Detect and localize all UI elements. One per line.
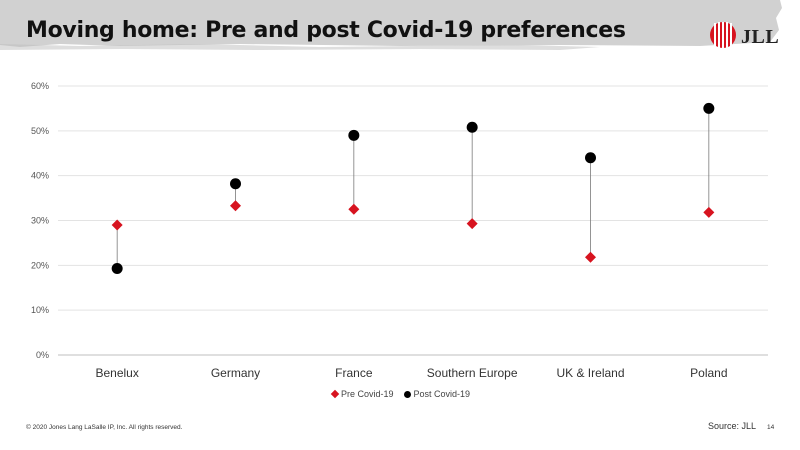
dumbbell-chart: 0% 10% 20% 30% 40% 50% 60% Benelux Germany France… [31, 81, 768, 380]
y-tick-label: 20% [31, 260, 49, 270]
x-tick-label: Germany [211, 366, 260, 380]
circle-marker-icon [403, 390, 411, 398]
y-tick-label: 60% [31, 81, 49, 91]
x-tick-label: Southern Europe [427, 366, 518, 380]
y-tick-label: 0% [36, 350, 49, 360]
chart-legend: Pre Covid-19 Post Covid-19 [330, 389, 471, 399]
pre-covid-marker [585, 251, 596, 263]
post-covid-marker [585, 152, 596, 164]
page-number: 14 [767, 424, 775, 431]
pre-covid-marker [466, 218, 478, 230]
x-tick-label: Benelux [95, 366, 138, 380]
post-covid-marker [703, 102, 715, 114]
legend-label-pre: Pre Covid-19 [341, 389, 394, 399]
x-tick-label: Poland [690, 366, 727, 380]
post-covid-marker [111, 262, 123, 274]
source-note: Source: JLL [708, 421, 757, 431]
post-covid-marker [466, 121, 478, 133]
y-tick-label: 40% [31, 171, 49, 181]
diamond-marker-icon [330, 389, 340, 399]
legend-label-post: Post Covid-19 [413, 389, 471, 399]
pre-covid-marker [111, 219, 123, 231]
y-tick-label: 30% [31, 216, 49, 226]
pre-covid-marker [703, 206, 715, 218]
brand-name: JLL [741, 26, 780, 48]
legend-item-pre: Pre Covid-19 [330, 389, 394, 399]
page-title: Moving home: Pre and post Covid-19 prefe… [26, 18, 626, 43]
x-tick-label: UK & Ireland [556, 366, 624, 380]
post-covid-marker [230, 178, 241, 190]
title-band [0, 0, 782, 50]
pre-covid-marker [230, 200, 241, 212]
jll-logo-icon [710, 22, 736, 48]
x-tick-label: France [335, 366, 373, 380]
y-tick-label: 50% [31, 126, 49, 136]
post-covid-marker [348, 129, 360, 141]
y-tick-label: 10% [31, 305, 49, 315]
legend-item-post: Post Covid-19 [403, 389, 471, 399]
pre-covid-marker [348, 203, 360, 215]
copyright-notice: © 2020 Jones Lang LaSalle IP, Inc. All r… [26, 424, 183, 431]
